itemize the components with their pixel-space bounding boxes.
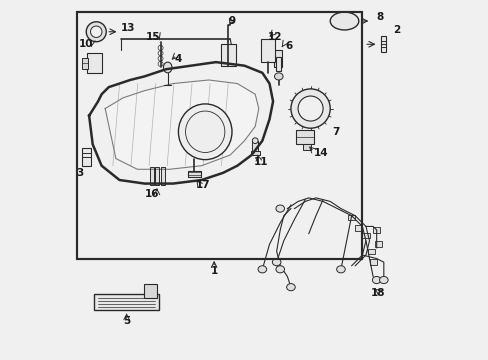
- Bar: [347, 215, 354, 220]
- Text: 5: 5: [123, 316, 130, 326]
- Bar: [252, 141, 258, 152]
- Text: 15: 15: [146, 32, 161, 42]
- Bar: [374, 242, 381, 247]
- Ellipse shape: [258, 266, 266, 273]
- Text: 11: 11: [253, 157, 267, 167]
- Ellipse shape: [286, 284, 295, 291]
- Bar: [362, 233, 369, 238]
- Bar: [155, 167, 159, 185]
- Ellipse shape: [163, 62, 172, 73]
- Ellipse shape: [274, 73, 283, 80]
- Bar: [149, 167, 154, 185]
- Bar: [273, 50, 281, 67]
- Text: 10: 10: [79, 39, 93, 49]
- Ellipse shape: [86, 22, 106, 42]
- Bar: [303, 144, 311, 150]
- Bar: [380, 36, 385, 52]
- Ellipse shape: [272, 258, 281, 266]
- Text: 13: 13: [121, 23, 135, 33]
- Text: 17: 17: [196, 180, 210, 190]
- Text: 1: 1: [210, 266, 217, 276]
- Text: 7: 7: [331, 127, 339, 137]
- Text: 14: 14: [313, 148, 328, 158]
- Text: 12: 12: [267, 32, 282, 42]
- Text: 2: 2: [392, 25, 399, 35]
- Bar: [372, 227, 380, 233]
- Ellipse shape: [372, 276, 380, 284]
- Bar: [369, 259, 376, 265]
- Text: 18: 18: [370, 288, 385, 297]
- Ellipse shape: [336, 266, 345, 273]
- Ellipse shape: [329, 12, 358, 30]
- Ellipse shape: [298, 96, 323, 121]
- Text: 16: 16: [144, 189, 159, 199]
- Ellipse shape: [252, 138, 258, 144]
- Ellipse shape: [178, 104, 231, 159]
- Bar: [144, 284, 157, 298]
- Bar: [160, 167, 164, 185]
- Bar: [354, 225, 362, 231]
- Ellipse shape: [90, 26, 102, 37]
- Bar: [367, 249, 374, 254]
- Bar: [275, 57, 281, 71]
- Bar: [94, 294, 159, 310]
- Bar: [221, 44, 235, 66]
- Bar: [250, 151, 259, 155]
- Ellipse shape: [275, 205, 284, 212]
- Bar: [77, 12, 362, 258]
- Text: 3: 3: [77, 168, 83, 178]
- Text: 6: 6: [285, 41, 292, 51]
- Bar: [82, 58, 88, 68]
- Polygon shape: [105, 80, 258, 169]
- Bar: [87, 53, 102, 73]
- Ellipse shape: [275, 266, 284, 273]
- Text: 8: 8: [376, 13, 383, 22]
- Ellipse shape: [379, 276, 387, 284]
- Bar: [82, 148, 91, 166]
- Ellipse shape: [290, 89, 329, 128]
- Bar: [77, 12, 362, 258]
- Text: 4: 4: [174, 54, 182, 64]
- Bar: [188, 171, 201, 177]
- Text: 9: 9: [228, 16, 235, 26]
- Bar: [260, 39, 274, 62]
- Bar: [296, 130, 313, 144]
